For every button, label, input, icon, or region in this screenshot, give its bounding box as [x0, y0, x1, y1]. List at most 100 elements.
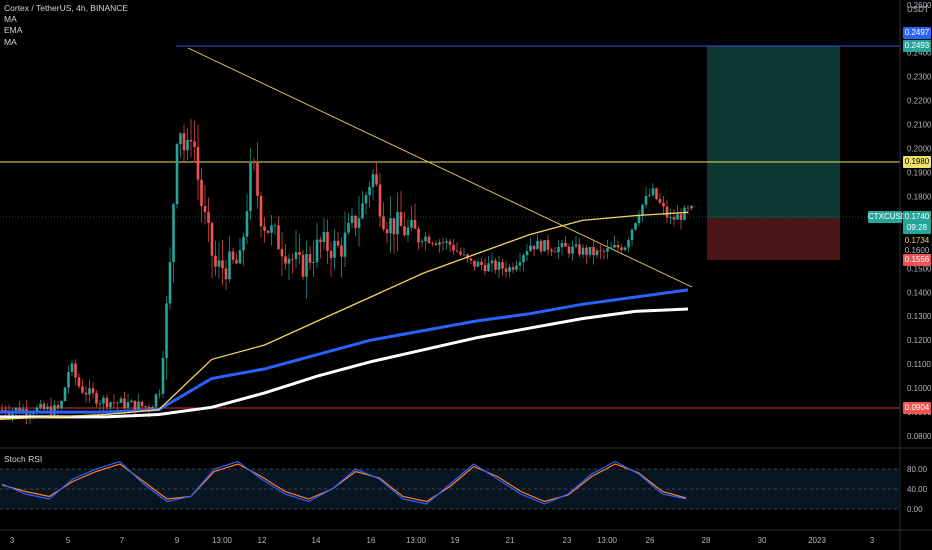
- top-price-tag: 0.2497: [903, 27, 931, 39]
- indicator-ema[interactable]: EMA: [4, 25, 23, 36]
- candle-body: [364, 195, 368, 204]
- candle-body: [49, 406, 53, 415]
- candle-body: [665, 206, 669, 218]
- candle-body: [494, 260, 497, 270]
- indicator-ma-2[interactable]: MA: [4, 36, 17, 47]
- symbol-title[interactable]: Cortex / TetherUS, 4h, BINANCE: [4, 3, 129, 13]
- rsi-k-line: [1, 460, 687, 505]
- time-tick-12: 13:00: [597, 536, 618, 545]
- candle-body: [165, 303, 168, 359]
- candle-body: [354, 215, 357, 228]
- time-tick-13: 26: [646, 536, 655, 545]
- candle-body: [28, 414, 32, 416]
- candle-body: [378, 184, 382, 217]
- time-tick-0: 3: [10, 536, 15, 545]
- candle-body: [368, 186, 371, 196]
- candle-body: [284, 256, 287, 264]
- time-tick-2: 7: [120, 536, 125, 545]
- time-axis[interactable]: 3 5 7 9 13:00 12 14 16 13:00 19 21 23 13:00 26 28 30 202…: [10, 536, 875, 545]
- candle-body: [35, 407, 39, 414]
- candle-body: [70, 363, 74, 373]
- candle-body: [655, 188, 658, 200]
- candle-body: [217, 260, 221, 267]
- candle-body: [84, 392, 88, 395]
- candle-body: [599, 250, 602, 252]
- candle-body: [249, 161, 252, 212]
- candle-body: [508, 267, 511, 272]
- candle-body: [357, 218, 361, 228]
- candle-body: [77, 377, 81, 387]
- time-tick-5: 12: [258, 536, 267, 545]
- stop-price-tag: 0.1556: [903, 254, 931, 266]
- candle-body: [98, 403, 102, 405]
- candle-body: [126, 402, 130, 408]
- ma-white-line: [0, 307, 689, 419]
- candle-body: [42, 403, 46, 410]
- candle-body: [60, 401, 63, 409]
- time-tick-10: 21: [506, 536, 515, 545]
- candle-body: [641, 204, 644, 216]
- candle-body: [511, 267, 515, 270]
- indicator-ma-1[interactable]: MA: [4, 14, 17, 25]
- candle-body: [637, 215, 641, 224]
- candle-body: [634, 223, 637, 230]
- candle-body: [315, 239, 319, 262]
- candle-body: [301, 254, 305, 277]
- price-tick-12: 0.1300: [907, 312, 932, 321]
- candle-body: [487, 263, 490, 272]
- candle-body: [462, 254, 466, 256]
- candle-body: [102, 397, 105, 404]
- candle-body: [452, 244, 455, 251]
- candle-body: [333, 240, 336, 258]
- candle-body: [455, 250, 459, 252]
- ma-blue-line: [0, 288, 689, 414]
- candle-body: [67, 372, 70, 388]
- candle-body: [403, 226, 406, 236]
- rsi-tick-2: 0.00: [907, 505, 923, 514]
- price-tick-4: 0.2100: [907, 121, 932, 130]
- candle-body: [266, 230, 270, 233]
- candle-body: [193, 141, 196, 148]
- candle-body: [130, 400, 133, 403]
- candle-body: [616, 244, 620, 248]
- candle-body: [308, 254, 312, 263]
- candle-body: [112, 402, 116, 404]
- rsi-title[interactable]: Stoch RSI: [4, 454, 43, 464]
- candle-body: [375, 174, 378, 185]
- candle-body: [7, 412, 11, 415]
- target-zone: [707, 46, 840, 218]
- candle-body: [382, 216, 385, 230]
- candle-body: [116, 402, 119, 404]
- candle-body: [189, 139, 193, 142]
- candle-body: [298, 252, 301, 255]
- candle-body: [336, 240, 340, 246]
- candle-body: [168, 262, 172, 304]
- time-tick-16: 2023: [808, 536, 826, 545]
- time-tick-11: 23: [563, 536, 572, 545]
- time-tick-9: 19: [451, 536, 460, 545]
- countdown-tag: 09:28: [903, 222, 931, 234]
- candle-body: [539, 240, 543, 252]
- candle-body: [182, 133, 186, 151]
- candle-body: [620, 247, 623, 250]
- candle-body: [347, 222, 350, 233]
- candle-body: [392, 218, 396, 235]
- candle-body: [207, 212, 210, 224]
- time-tick-8: 13:00: [406, 536, 427, 545]
- candle-body: [644, 195, 648, 205]
- candle-body: [396, 212, 399, 235]
- candle-body: [81, 386, 84, 393]
- candle-body: [560, 242, 564, 248]
- candle-body: [536, 240, 539, 250]
- candle-body: [161, 358, 165, 394]
- rsi-d-line: [1, 463, 687, 503]
- candles: [0, 119, 693, 425]
- candle-body: [371, 174, 375, 187]
- candle-body: [196, 147, 200, 180]
- candle-body: [434, 243, 438, 245]
- candle-body: [259, 195, 263, 227]
- candle-body: [473, 260, 476, 267]
- candle-body: [158, 393, 161, 395]
- symbol-price-tag: CTXCUSDT: [868, 211, 912, 223]
